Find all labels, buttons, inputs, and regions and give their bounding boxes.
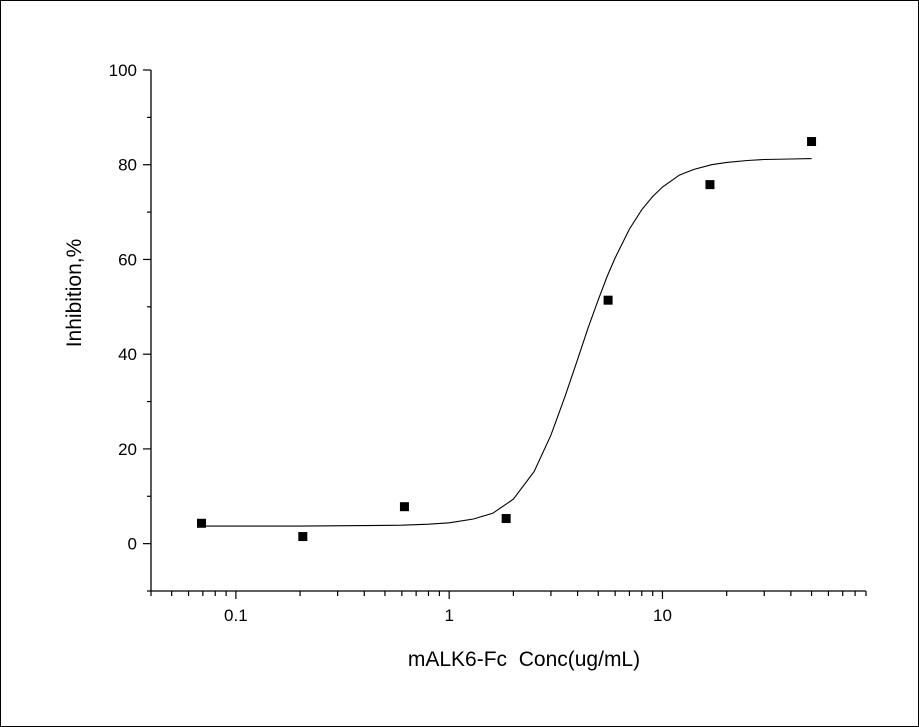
axes [150, 70, 866, 592]
y-tick-label: 100 [109, 61, 137, 80]
data-point [197, 518, 207, 528]
fit-curve [201, 158, 812, 527]
data-point [298, 532, 308, 542]
x-tick-label: 1 [444, 606, 453, 625]
x-tick-label: 10 [653, 606, 672, 625]
x-tick-label: 0.1 [224, 606, 248, 625]
y-tick-label: 0 [128, 535, 137, 554]
data-point [399, 502, 409, 512]
data-point [807, 137, 817, 147]
x-axis-label: mALK6-Fc Conc(ug/mL) [408, 648, 640, 671]
y-axis-label: Inhibition,% [63, 239, 86, 348]
y-tick-label: 40 [118, 345, 137, 364]
y-ticks: 0 20 40 60 80 100 [109, 61, 151, 592]
data-point [603, 295, 613, 305]
y-tick-label: 80 [118, 156, 137, 175]
data-point [705, 180, 715, 190]
y-tick-label: 60 [118, 250, 137, 269]
data-points-layer [197, 137, 817, 542]
y-tick-label: 20 [118, 440, 137, 459]
data-point [501, 514, 511, 524]
x-ticks: 0.1 1 10 [150, 591, 867, 625]
fit-curve-layer [201, 158, 812, 527]
